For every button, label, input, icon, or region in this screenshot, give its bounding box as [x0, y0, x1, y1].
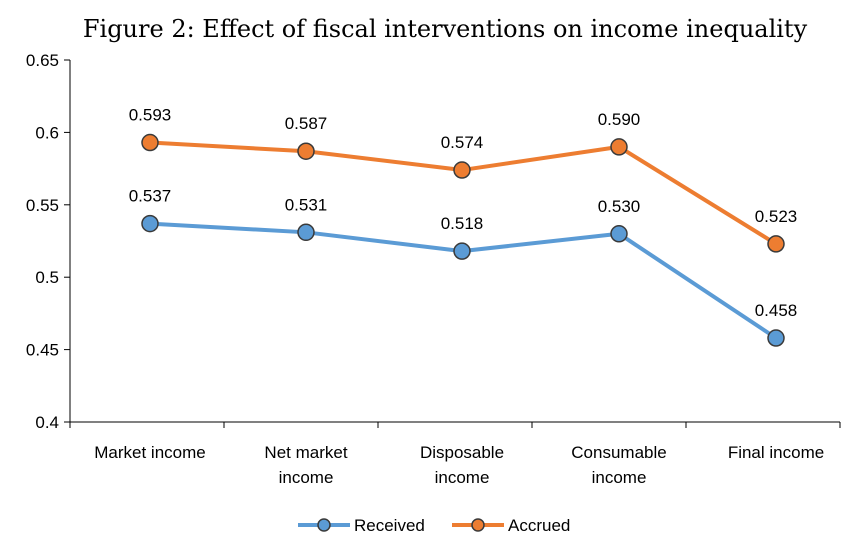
y-tick-label: 0.45: [26, 341, 59, 360]
data-point: [767, 329, 785, 347]
y-tick-label: 0.55: [26, 196, 59, 215]
y-tick-label: 0.4: [35, 413, 59, 432]
legend-item-received: Received: [298, 516, 425, 533]
data-point: [141, 133, 159, 152]
x-tick-label: Final income: [728, 443, 824, 462]
data-label: 0.530: [598, 197, 641, 216]
data-label: 0.523: [755, 207, 798, 226]
data-label: 0.458: [755, 301, 798, 320]
series-line-received: [148, 221, 778, 341]
legend-marker: [471, 518, 485, 532]
data-label: 0.574: [441, 133, 484, 152]
y-tick-label: 0.5: [35, 268, 59, 287]
data-point: [453, 242, 471, 260]
data-label: 0.518: [441, 214, 484, 233]
legend: Received Accrued: [298, 516, 570, 533]
data-point: [453, 161, 471, 179]
y-tick-label: 0.6: [35, 123, 59, 142]
legend-marker: [317, 518, 331, 532]
data-point: [141, 214, 159, 233]
series-layer: [141, 133, 785, 347]
data-point: [297, 223, 315, 242]
y-tick-label: 0.65: [26, 51, 59, 70]
legend-label: Received: [354, 516, 425, 533]
data-point: [610, 225, 628, 243]
data-label: 0.537: [129, 187, 172, 206]
data-label: 0.587: [285, 114, 328, 133]
data-label: 0.531: [285, 195, 328, 214]
legend-item-accrued: Accrued: [452, 516, 570, 533]
legend-label: Accrued: [508, 516, 570, 533]
x-tick-label: Net market income: [264, 443, 347, 487]
data-labels: 0.537 0.531 0.518 0.530 0.458 0.593 0.587 0.574…: [129, 106, 798, 320]
x-tick-label: Disposable income: [420, 443, 504, 487]
data-label: 0.593: [129, 106, 172, 125]
data-label: 0.590: [598, 110, 641, 129]
axes: 0.4 0.45 0.5 0.55 0.6 0.65 Market income Net ma…: [26, 51, 841, 487]
x-tick-label: Consumable income: [571, 443, 666, 487]
data-point: [297, 142, 315, 160]
x-tick-label: Market income: [94, 443, 205, 462]
chart-title: Figure 2: Effect of fiscal interventions…: [83, 15, 808, 43]
data-point: [610, 138, 628, 156]
data-point: [767, 235, 785, 253]
